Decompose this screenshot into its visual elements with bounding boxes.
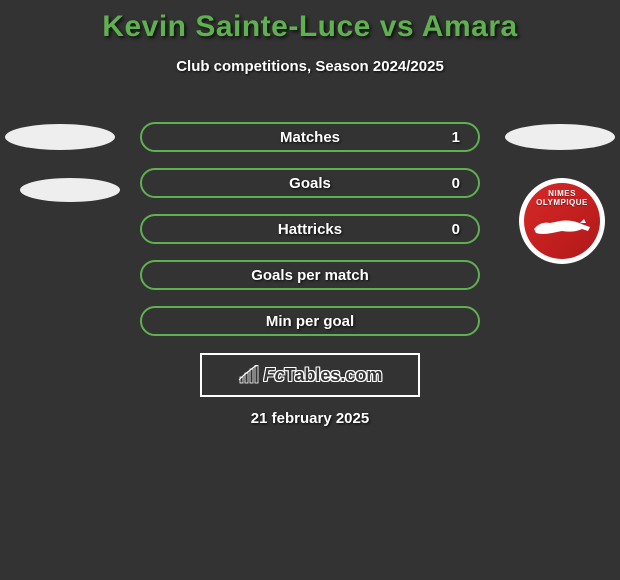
player-photo-left-2 xyxy=(20,178,120,202)
badge-line1: NIMES xyxy=(548,189,576,198)
stat-value-right: 1 xyxy=(452,129,460,146)
page-title: Kevin Sainte-Luce vs Amara xyxy=(0,0,620,44)
stat-row-goals: Goals 0 xyxy=(140,168,480,198)
player-photo-left-1 xyxy=(5,124,115,150)
subtitle: Club competitions, Season 2024/2025 xyxy=(0,58,620,75)
stat-label: Matches xyxy=(280,129,340,146)
crocodile-icon xyxy=(532,211,592,241)
stat-label: Hattricks xyxy=(278,221,342,238)
logo-rest: Tables.com xyxy=(285,365,383,385)
stats-container: Matches 1 Goals 0 Hattricks 0 Goals per … xyxy=(140,122,480,352)
stat-value-right: 0 xyxy=(452,175,460,192)
player-photo-right xyxy=(505,124,615,150)
team-badge-right: NIMES OLYMPIQUE xyxy=(519,178,605,264)
stat-row-goals-per-match: Goals per match xyxy=(140,260,480,290)
team-badge-inner: NIMES OLYMPIQUE xyxy=(524,183,600,259)
stat-row-min-per-goal: Min per goal xyxy=(140,306,480,336)
badge-line2: OLYMPIQUE xyxy=(536,198,588,207)
logo-box: FcTables.com xyxy=(200,353,420,397)
stat-label: Goals per match xyxy=(251,267,369,284)
date-label: 21 february 2025 xyxy=(0,410,620,427)
stat-label: Min per goal xyxy=(266,313,354,330)
stat-row-matches: Matches 1 xyxy=(140,122,480,152)
logo-text: FcTables.com xyxy=(264,365,383,386)
bar-chart-icon xyxy=(238,365,260,385)
stat-value-right: 0 xyxy=(452,221,460,238)
logo-fc: Fc xyxy=(264,365,285,385)
stat-label: Goals xyxy=(289,175,331,192)
stat-row-hattricks: Hattricks 0 xyxy=(140,214,480,244)
